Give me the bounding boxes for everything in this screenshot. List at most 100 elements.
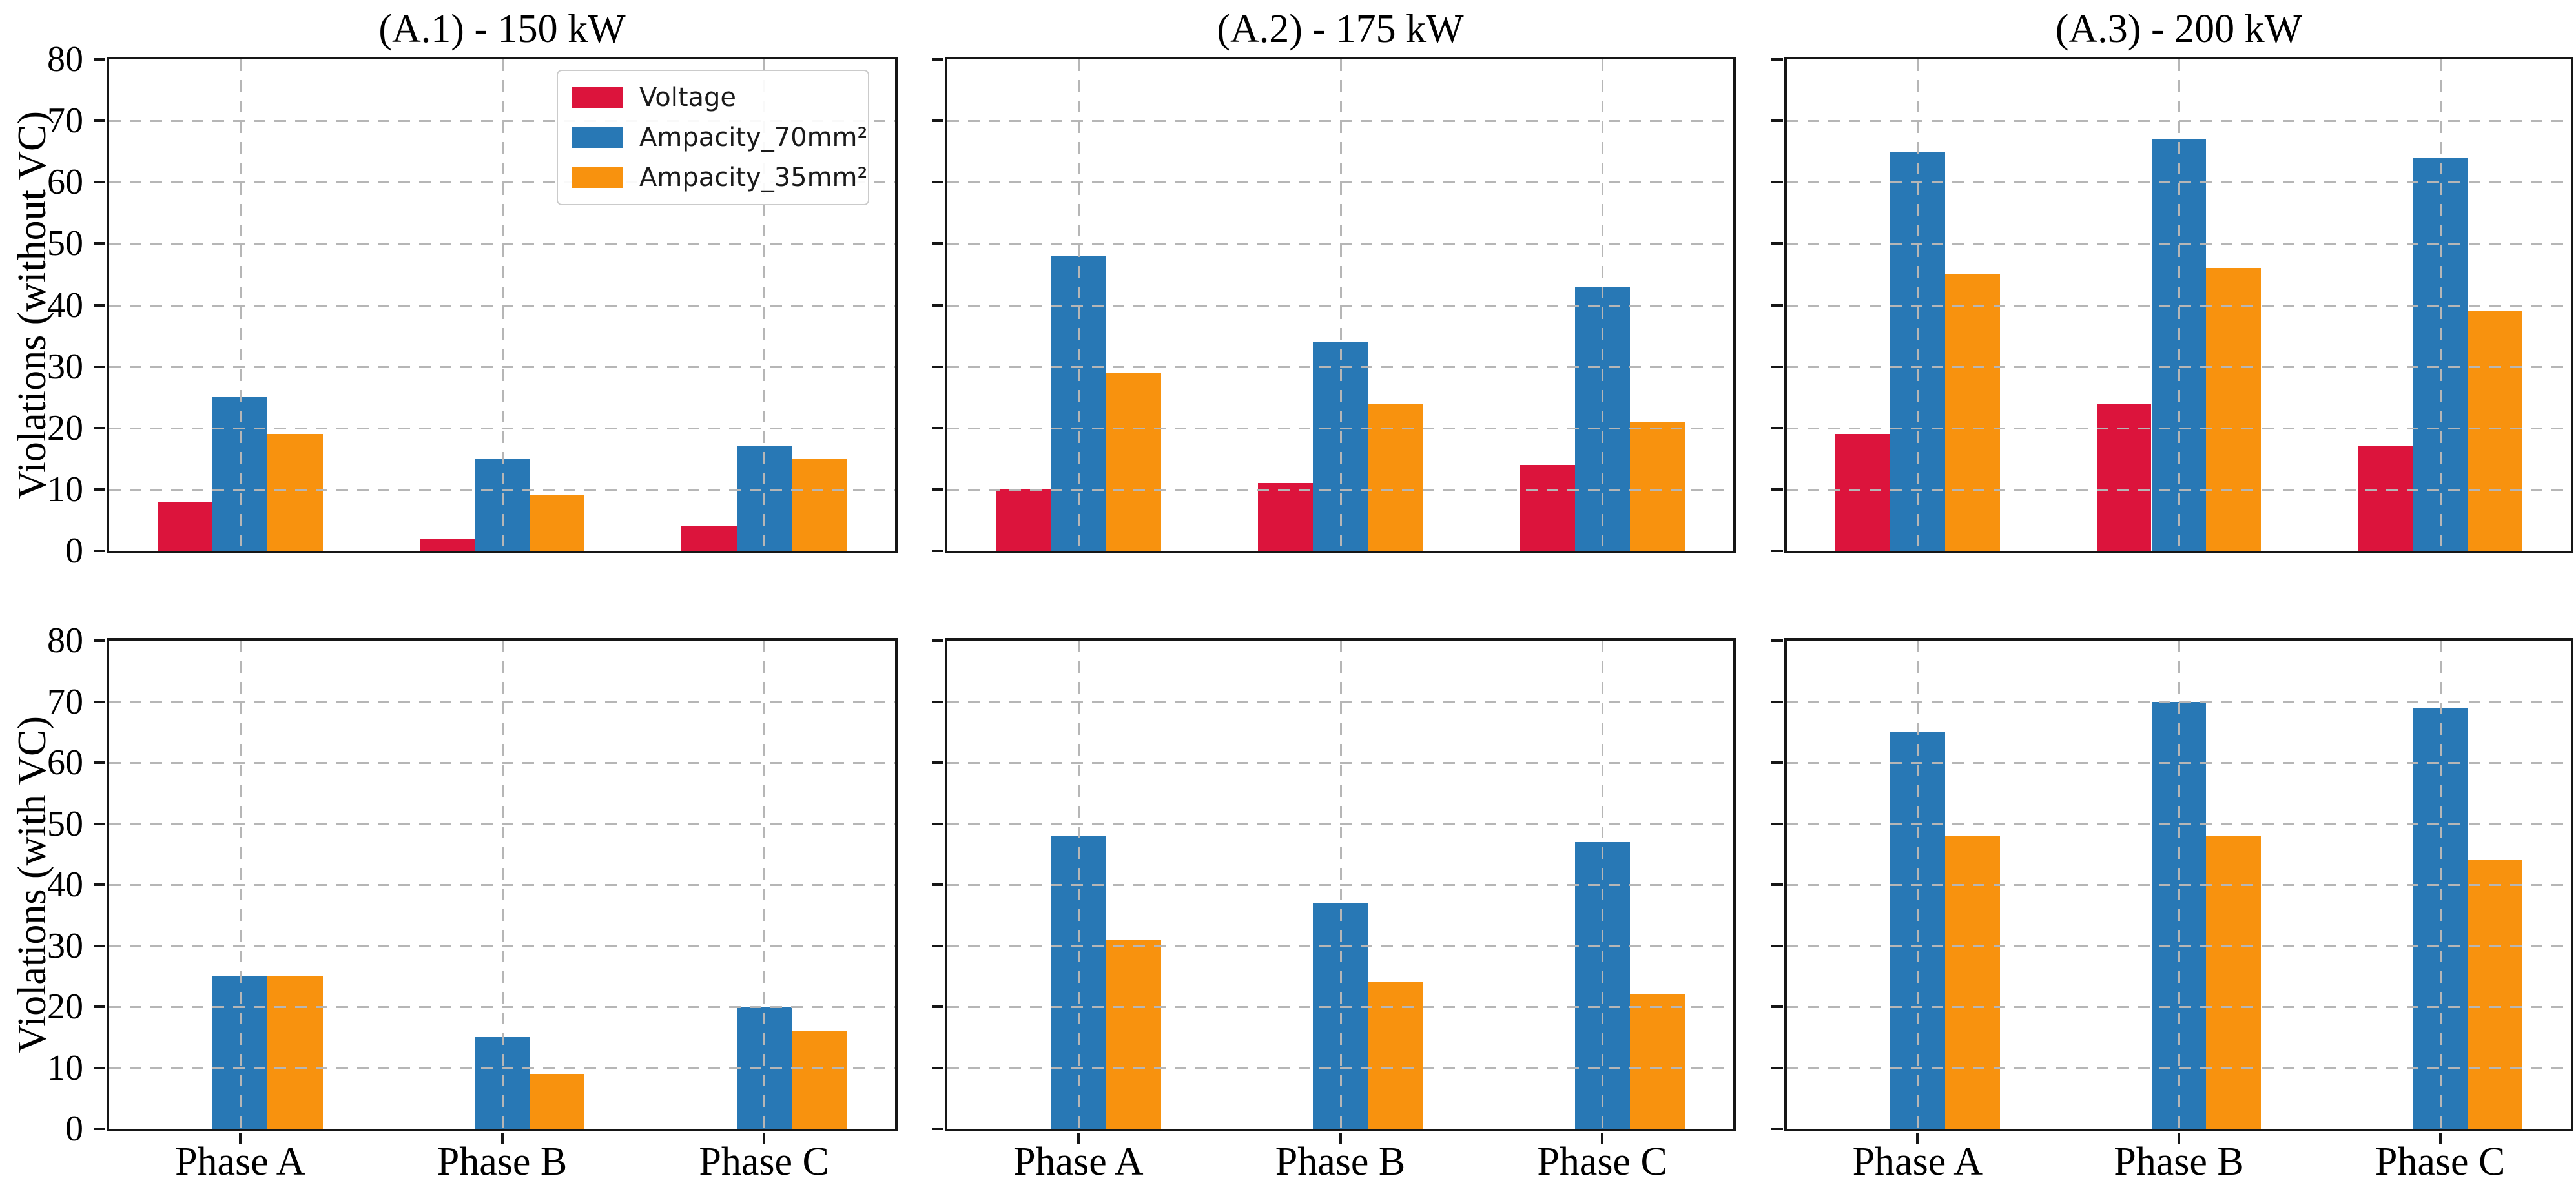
bar-ampacity-70mm — [2151, 701, 2207, 1129]
bar-ampacity-70mm — [474, 1037, 530, 1129]
y-tick-mark — [94, 639, 105, 642]
y-tick-label: 20 — [47, 987, 83, 1027]
bar-ampacity-35mm — [1368, 982, 1423, 1129]
bar-ampacity-70mm — [212, 397, 268, 551]
legend-item-ampacity-35mm: Ampacity_35mm² — [572, 163, 868, 192]
y-tick-mark — [932, 944, 943, 947]
y-tick-mark — [932, 883, 943, 886]
subplot-panel-1-2 — [1771, 638, 2573, 1144]
gridline-horizontal — [109, 366, 895, 368]
gridline-horizontal — [109, 945, 895, 947]
y-tick-mark — [1771, 58, 1783, 61]
gridline-horizontal — [947, 243, 1733, 245]
legend-swatch-ampacity-70mm — [572, 127, 623, 148]
bar-ampacity-70mm — [474, 459, 530, 551]
bar-ampacity-70mm — [1890, 151, 1945, 551]
plot-area — [932, 639, 1733, 1144]
y-tick-mark — [94, 181, 105, 184]
subplot-panel-0-1 — [932, 57, 1736, 553]
gridline-horizontal — [947, 701, 1733, 703]
y-tick-mark — [932, 488, 943, 491]
y-tick-label: 70 — [47, 681, 83, 722]
bar-ampacity-70mm — [1051, 836, 1106, 1129]
y-tick-label: 40 — [47, 865, 83, 905]
plot-area: Voltage Ampacity_70mm² Ampacity_35mm² — [94, 58, 895, 552]
gridline-horizontal — [109, 884, 895, 886]
bar-ampacity-35mm — [530, 495, 585, 551]
y-tick-mark — [94, 1066, 105, 1069]
y-tick-label: 80 — [47, 39, 83, 79]
x-tick-mark — [1601, 1133, 1604, 1144]
plot-title: (A.3) - 200 kW — [2055, 7, 2303, 51]
y-tick-mark — [932, 761, 943, 764]
y-tick-mark — [1771, 700, 1783, 703]
bar-ampacity-35mm — [267, 434, 323, 551]
bar-voltage — [158, 501, 213, 551]
y-tick-mark — [94, 365, 105, 368]
y-tick-mark — [1771, 426, 1783, 429]
y-tick-mark — [932, 550, 943, 552]
y-tick-mark — [1771, 944, 1783, 947]
y-tick-mark — [1771, 181, 1783, 184]
plot-area — [1771, 639, 2571, 1144]
plot-title: (A.2) - 175 kW — [1217, 7, 1464, 51]
x-tick-mark — [500, 1133, 504, 1144]
bar-voltage — [1257, 483, 1313, 551]
y-tick-mark — [94, 550, 105, 552]
bar-ampacity-35mm — [791, 459, 847, 551]
legend-swatch-ampacity-35mm — [572, 167, 623, 188]
y-tick-mark — [1771, 822, 1783, 825]
plot-title: (A.1) - 150 kW — [378, 7, 626, 51]
y-tick-mark — [1771, 1066, 1783, 1069]
y-tick-label: 80 — [47, 621, 83, 661]
y-tick-mark — [1771, 304, 1783, 307]
x-tick-label-phase-c: Phase C — [699, 1140, 829, 1184]
y-tick-mark — [94, 1128, 105, 1130]
y-tick-label: 30 — [47, 925, 83, 966]
y-tick-mark — [94, 488, 105, 491]
y-tick-mark — [932, 181, 943, 184]
y-tick-label: 50 — [47, 803, 83, 844]
y-tick-mark — [932, 700, 943, 703]
bar-voltage — [1835, 434, 1890, 551]
y-tick-mark — [94, 304, 105, 307]
bar-voltage — [2096, 403, 2152, 551]
bar-voltage — [681, 526, 737, 551]
gridline-horizontal — [109, 304, 895, 307]
bar-ampacity-35mm — [530, 1073, 585, 1129]
bar-ampacity-35mm — [1629, 994, 1685, 1129]
y-tick-label: 10 — [47, 1047, 83, 1088]
y-tick-mark — [932, 822, 943, 825]
gridline-horizontal — [109, 762, 895, 764]
legend-item-voltage: Voltage — [572, 83, 854, 112]
subplot-panel-0-2 — [1771, 57, 2573, 553]
bar-ampacity-35mm — [267, 976, 323, 1129]
y-tick-mark — [932, 1005, 943, 1008]
y-tick-label: 10 — [47, 469, 83, 510]
bar-ampacity-70mm — [1312, 342, 1368, 551]
bar-ampacity-35mm — [2206, 268, 2262, 551]
bar-ampacity-70mm — [2413, 158, 2468, 551]
x-tick-mark — [2438, 1133, 2442, 1144]
bar-voltage — [419, 538, 475, 551]
y-tick-mark — [932, 242, 943, 245]
y-tick-mark — [1771, 1128, 1783, 1130]
y-tick-mark — [94, 58, 105, 61]
bar-ampacity-70mm — [736, 446, 792, 551]
y-tick-mark — [1771, 242, 1783, 245]
bar-ampacity-35mm — [1629, 422, 1685, 551]
y-tick-mark — [94, 761, 105, 764]
y-tick-mark — [1771, 639, 1783, 642]
y-tick-label: 40 — [47, 285, 83, 325]
x-tick-mark — [2178, 1133, 2180, 1144]
legend: Voltage Ampacity_70mm² Ampacity_35mm² — [557, 70, 869, 205]
y-tick-label: 50 — [47, 223, 83, 264]
bar-ampacity-35mm — [791, 1031, 847, 1129]
legend-label: Ampacity_35mm² — [639, 163, 868, 192]
y-tick-mark — [94, 426, 105, 429]
legend-label: Voltage — [639, 83, 737, 112]
y-tick-mark — [932, 365, 943, 368]
y-tick-mark — [94, 822, 105, 825]
y-tick-label: 30 — [47, 346, 83, 387]
